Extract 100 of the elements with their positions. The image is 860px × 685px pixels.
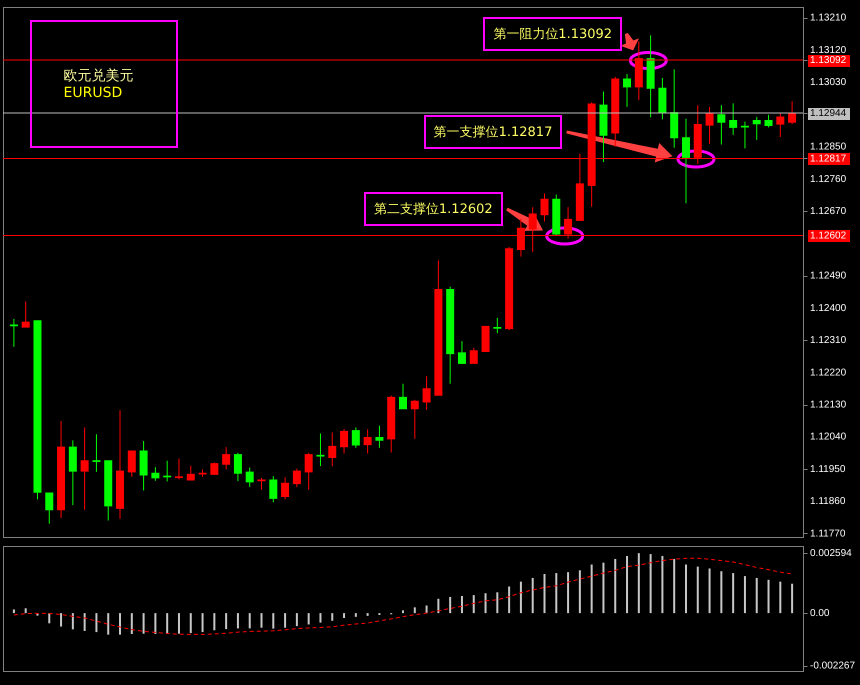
bar: [614, 558, 616, 614]
bar: [673, 558, 676, 614]
candlestick: [375, 425, 384, 448]
y-tick-label: 1.12850: [810, 142, 847, 153]
bar: [166, 613, 168, 634]
bar: [60, 613, 62, 627]
text: 欧元兑美元: [64, 66, 134, 84]
y-tick-label: 1.12220: [810, 367, 847, 378]
bar: [555, 573, 558, 614]
candlestick: [269, 476, 278, 503]
candlestick: [258, 477, 266, 490]
candlestick: [222, 446, 230, 470]
candlestick: [246, 467, 254, 488]
bar: [284, 613, 286, 628]
bar: [732, 573, 734, 614]
bar: [202, 613, 204, 632]
y-tick-label: 1.12490: [810, 270, 847, 282]
candlestick: [422, 376, 431, 410]
bar: [154, 613, 156, 634]
bar: [779, 582, 782, 614]
bar: [414, 607, 416, 614]
candlestick: [623, 73, 632, 108]
bar: [602, 562, 604, 614]
y-tick-label: 1.13210: [810, 12, 847, 24]
bar: [696, 566, 699, 614]
candlestick: [163, 460, 172, 482]
bar: [590, 564, 593, 614]
candlestick: [740, 121, 749, 149]
y-tick-label: 1.12400: [810, 302, 847, 314]
y-tick-label: 1.12130: [810, 400, 847, 410]
bar: [532, 578, 534, 614]
bar: [460, 596, 463, 614]
bar: [638, 553, 640, 614]
y-tick-label: 1.11950: [810, 464, 846, 475]
y-tick-label: 1.12817: [810, 153, 847, 164]
bar: [308, 613, 310, 624]
bar: [449, 596, 452, 614]
candlestick: [340, 428, 348, 454]
bar: [190, 613, 192, 634]
y-tick-label: 0.00: [810, 608, 830, 620]
candlestick: [80, 426, 89, 510]
ref-line-label: 第一支撑位1.12817: [424, 114, 562, 149]
bar: [248, 613, 251, 628]
candlestick: [540, 193, 548, 222]
bar: [768, 580, 770, 614]
bar: [402, 610, 404, 614]
candlestick: [788, 100, 796, 125]
y-tick-label: 1.13092: [810, 55, 847, 66]
bar: [437, 598, 440, 614]
candlestick: [281, 476, 290, 500]
bar: [578, 570, 581, 614]
candlestick: [458, 340, 466, 365]
bar: [496, 592, 498, 614]
bar: [484, 593, 487, 614]
candlestick: [410, 399, 419, 440]
bar: [296, 613, 298, 626]
candlestick: [493, 317, 502, 334]
bar: [684, 564, 687, 614]
y-tick-label: 1.13030: [810, 77, 847, 88]
y-tick-label: 1.12310: [810, 335, 847, 346]
candlestick: [352, 426, 360, 448]
bar: [520, 582, 522, 614]
candlestick: [128, 450, 136, 478]
bar: [12, 609, 15, 614]
bar: [661, 556, 664, 614]
y-tick-label: 1.12760: [810, 174, 847, 185]
y-tick-label: 1.12040: [810, 432, 847, 443]
y-tick-label: 0.002594: [810, 548, 852, 560]
bar: [708, 568, 711, 614]
bar: [720, 571, 722, 614]
line-series: [13, 558, 793, 635]
bar: [24, 608, 27, 614]
candlestick: [470, 347, 478, 364]
candlestick: [140, 440, 148, 491]
bar: [319, 613, 322, 623]
candlestick: [174, 458, 183, 480]
bar: [626, 556, 628, 614]
bar: [225, 613, 228, 630]
bar: [272, 613, 274, 629]
bar: [72, 613, 74, 630]
candlestick: [186, 465, 195, 481]
candlestick: [292, 468, 301, 488]
bar: [84, 613, 86, 631]
candlestick: [316, 433, 324, 467]
candlestick: [764, 114, 773, 128]
bar: [331, 613, 334, 621]
bar: [426, 605, 428, 614]
candlestick: [22, 300, 30, 328]
y-tick-label: 1.11770: [810, 528, 846, 540]
bar: [142, 613, 145, 634]
bar: [756, 578, 758, 614]
candlestick: [234, 452, 242, 482]
y-tick-label: 1.12944: [810, 108, 847, 119]
y-tick-label: -0.002267: [810, 660, 856, 672]
bar: [543, 574, 546, 614]
bar: [260, 613, 263, 628]
candlestick: [399, 383, 407, 410]
candlestick: [151, 466, 160, 482]
ref-line-label: 第二支撑位1.12602: [364, 192, 503, 226]
candlestick: [706, 106, 714, 144]
